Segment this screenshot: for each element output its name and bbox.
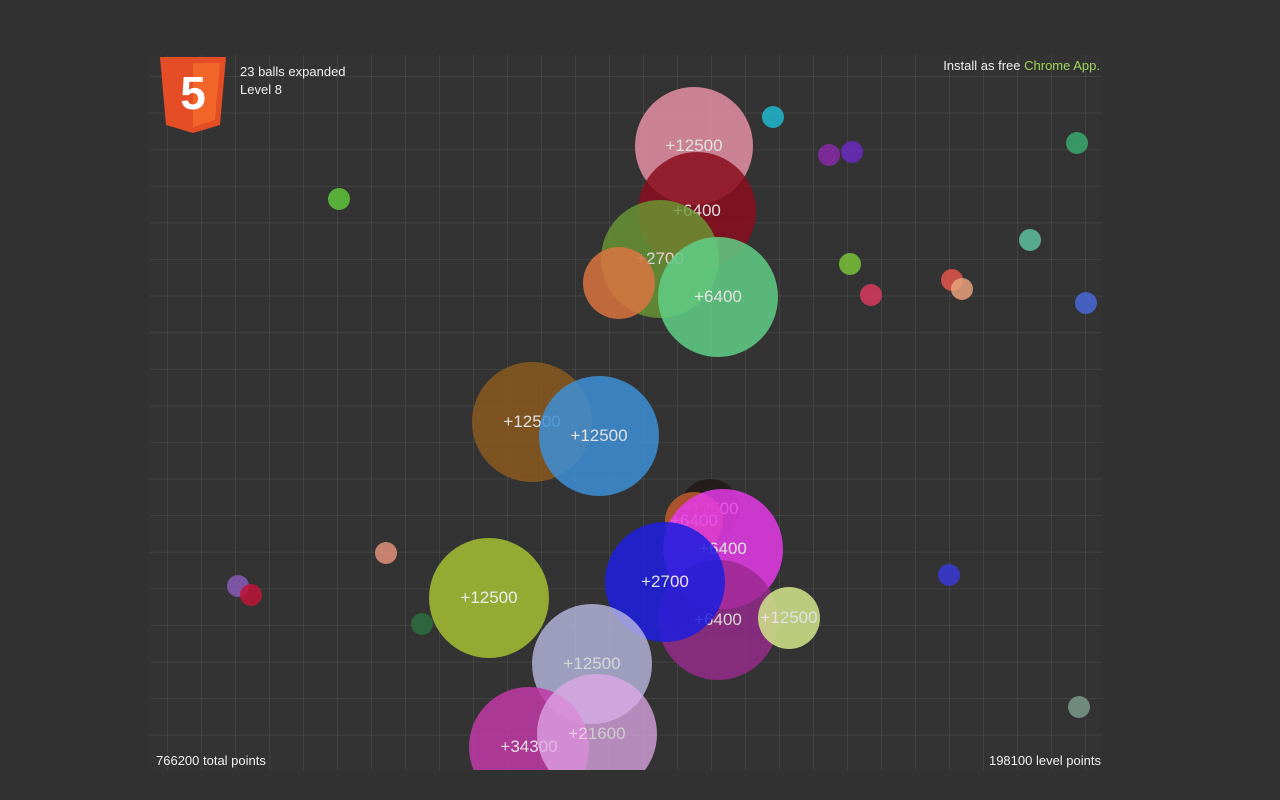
moving-ball (411, 613, 433, 635)
ball-score-label: +2700 (641, 572, 689, 591)
level-indicator: Level 8 (240, 82, 282, 97)
moving-ball (818, 144, 840, 166)
promo-text: Install as free (943, 58, 1025, 73)
moving-ball (839, 253, 861, 275)
expanded-ball (583, 247, 655, 319)
install-promo: Install as free Chrome App. (943, 58, 1100, 73)
moving-ball (951, 278, 973, 300)
ball-score-label: +12500 (563, 654, 621, 673)
moving-ball (1019, 229, 1041, 251)
moving-ball (860, 284, 882, 306)
balls-expanded-count: 23 balls expanded (240, 64, 346, 79)
ball-score-label: +12500 (760, 608, 818, 627)
ball-score-label: +12500 (570, 426, 628, 445)
ball-score-label: +21600 (568, 724, 626, 743)
moving-ball (938, 564, 960, 586)
moving-ball (1066, 132, 1088, 154)
moving-ball (1068, 696, 1090, 718)
moving-ball (375, 542, 397, 564)
expanded-ball-6: +12500 (539, 376, 659, 496)
moving-ball (762, 106, 784, 128)
moving-ball (1075, 292, 1097, 314)
expanded-ball-11: +2700 (605, 522, 725, 642)
moving-ball (240, 584, 262, 606)
total-points: 766200 total points (156, 753, 266, 768)
svg-text:5: 5 (180, 67, 206, 119)
ball-score-label: +12500 (665, 136, 723, 155)
moving-ball (328, 188, 350, 210)
expanded-ball-13: +12500 (429, 538, 549, 658)
expanded-ball-12: +12500 (758, 587, 820, 649)
expanded-ball-16: +21600 (537, 674, 657, 770)
ball-score-label: +6400 (694, 287, 742, 306)
game-board[interactable]: +12500 +6400 +2700 +6400 +12500 +12500 +… (150, 55, 1102, 770)
moving-ball (841, 141, 863, 163)
html5-logo-icon: 5 (160, 57, 226, 133)
expanded-ball-4: +6400 (658, 237, 778, 357)
level-points: 198100 level points (988, 753, 1101, 768)
ball-score-label: +12500 (460, 588, 518, 607)
chrome-app-link[interactable]: Chrome App. (1024, 58, 1100, 73)
